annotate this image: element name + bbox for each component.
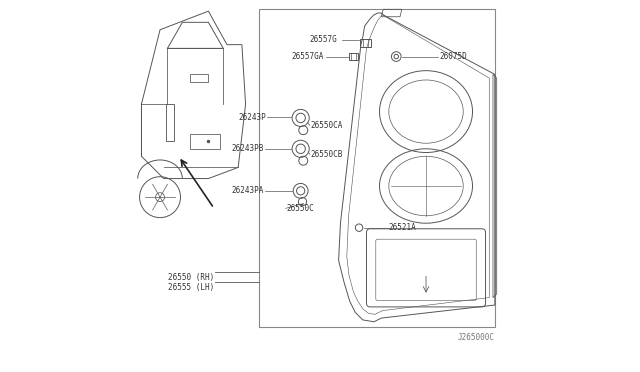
Text: 26550CA: 26550CA xyxy=(310,121,343,130)
Text: 26521A: 26521A xyxy=(389,223,417,232)
Text: 26243PB: 26243PB xyxy=(232,144,264,153)
Text: 26243P: 26243P xyxy=(238,113,266,122)
Text: 26550 (RH): 26550 (RH) xyxy=(168,273,214,282)
Text: 26557GA: 26557GA xyxy=(291,52,324,61)
Text: 26555 (LH): 26555 (LH) xyxy=(168,283,214,292)
Text: 26550CB: 26550CB xyxy=(310,150,343,159)
Bar xyxy=(349,53,358,60)
Bar xyxy=(190,74,209,82)
Text: 26550C: 26550C xyxy=(287,204,314,213)
Bar xyxy=(360,39,371,47)
Text: 26243PA: 26243PA xyxy=(232,186,264,195)
Bar xyxy=(190,134,220,149)
Text: J265000C: J265000C xyxy=(458,333,495,342)
Text: 26075D: 26075D xyxy=(439,52,467,61)
Text: 26557G: 26557G xyxy=(309,35,337,44)
Bar xyxy=(166,104,174,141)
